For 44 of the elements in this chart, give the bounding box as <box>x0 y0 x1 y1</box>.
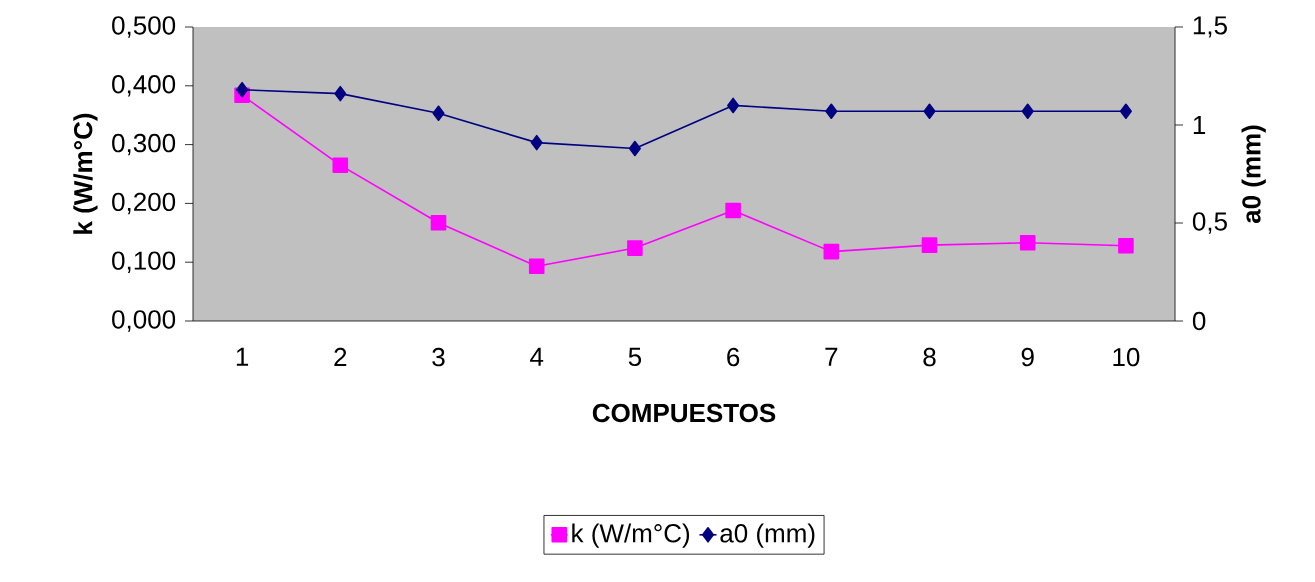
point <box>334 85 347 102</box>
x-tick-label: 2 <box>334 347 347 367</box>
x-tick-label: 5 <box>628 347 642 366</box>
point <box>1019 234 1036 251</box>
point <box>528 258 545 275</box>
x-tick-label: 3 <box>432 347 445 367</box>
x-tick-label: 4 <box>530 347 544 366</box>
point <box>1118 237 1134 254</box>
point <box>1021 103 1034 120</box>
point <box>430 215 447 231</box>
point <box>628 140 641 157</box>
x-axis-title: COMPUESTOS <box>592 403 776 423</box>
x-tick-label: 1 <box>236 347 249 366</box>
y-tick-label: 0,000 <box>112 310 176 332</box>
point <box>332 157 349 173</box>
x-tick-label: 8 <box>923 347 936 367</box>
y-axis-title: k (W/m°C) <box>73 113 98 234</box>
y2-axis-title: a0 (mm) <box>1241 125 1266 224</box>
y-tick-label: 0,200 <box>112 192 176 215</box>
y2-tick-label: 1,5 <box>1193 16 1227 38</box>
point <box>1119 103 1132 120</box>
point <box>727 97 740 114</box>
y2-tick-label: 0,5 <box>1192 212 1227 234</box>
point <box>530 134 543 151</box>
legend-label: k (W/m°C) <box>572 523 690 548</box>
legend-label: a0 (mm) <box>720 523 815 548</box>
y2-tick-label: 1 <box>1193 116 1206 134</box>
point <box>725 202 741 219</box>
y-tick-label: 0,100 <box>112 251 176 273</box>
point <box>823 243 840 260</box>
x-tick-label: 10 <box>1113 347 1140 367</box>
point <box>921 237 938 253</box>
y-tick-label: 0,500 <box>112 16 176 38</box>
x-tick-label: 9 <box>1021 347 1034 367</box>
y-tick-label: 0,300 <box>112 133 176 156</box>
point <box>432 105 445 122</box>
x-tick-label: 6 <box>727 347 740 367</box>
point <box>825 103 838 120</box>
x-tick-label: 7 <box>825 347 838 366</box>
point <box>627 240 643 256</box>
point <box>236 81 249 98</box>
point <box>923 103 936 120</box>
y-tick-label: 0,400 <box>112 75 176 97</box>
y2-tick-label: 0 <box>1192 311 1206 331</box>
